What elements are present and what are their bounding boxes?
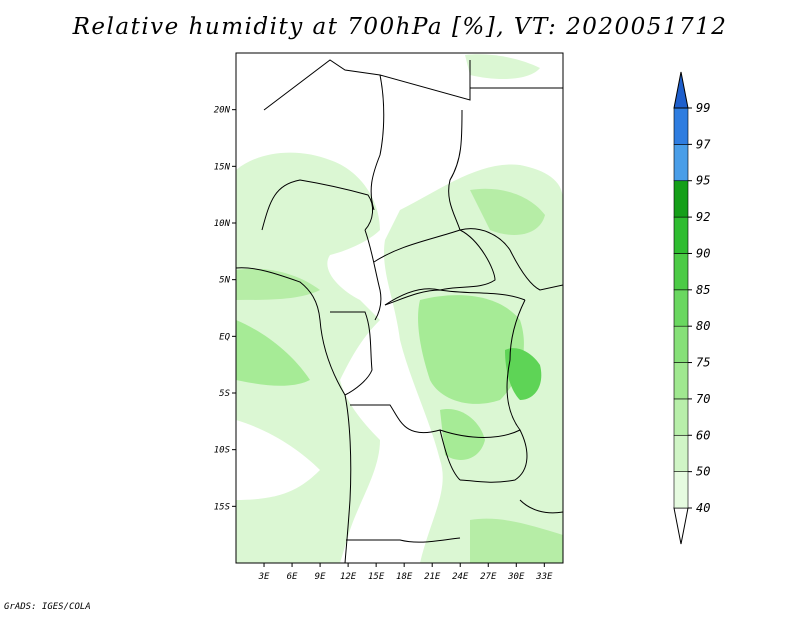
colorbar-segment	[673, 434, 689, 472]
border-angola	[350, 404, 461, 481]
country-borders	[236, 59, 563, 563]
colorbar-label: 40	[696, 501, 710, 515]
colorbar-segment	[673, 362, 689, 400]
humidity-region-gulf	[236, 268, 320, 300]
x-tick-label: 33E	[535, 572, 553, 582]
colorbar-label: 99	[696, 101, 710, 115]
border-drc-east	[506, 299, 526, 431]
humidity-region-se-corner	[470, 518, 563, 563]
y-tick-label: 5S	[219, 389, 230, 399]
humidity-region-lakes	[505, 348, 542, 400]
border-south-east	[519, 499, 563, 514]
x-tick-label: 18E	[396, 572, 413, 582]
credit-label: GrADS: IGES/COLA	[4, 602, 91, 612]
colorbar-label: 80	[696, 319, 710, 333]
colorbar-segment	[673, 107, 689, 145]
border-car	[373, 229, 496, 306]
humidity-region-north-patch	[465, 54, 540, 80]
x-tick-label: 3E	[258, 572, 270, 582]
border-congo	[330, 311, 373, 396]
humidity-field	[236, 54, 563, 563]
colorbar-low-triangle	[673, 507, 689, 545]
humidity-region-south-east	[440, 409, 485, 460]
border-drc-north	[384, 289, 526, 306]
border-south-sudan	[459, 228, 563, 291]
border-namibia	[346, 537, 461, 543]
border-niger-nigeria	[261, 179, 373, 231]
colorbar-segment	[673, 471, 689, 509]
border-zambia	[439, 429, 528, 483]
colorbar-segment	[673, 289, 689, 327]
border-chad-east	[448, 109, 463, 231]
x-tick-label: 9E	[315, 572, 326, 582]
colorbar-high-triangle	[673, 71, 689, 109]
colorbar-segment	[673, 180, 689, 218]
x-tick-label: 21E	[424, 572, 441, 582]
y-tick-label: 10N	[214, 219, 231, 229]
y-tick-label: 5N	[219, 276, 230, 286]
map-frame	[235, 52, 564, 564]
y-tick-label: EQ	[219, 332, 230, 342]
x-tick-label: 6E	[287, 572, 298, 582]
colorbar-label: 90	[696, 246, 710, 260]
x-tick-label: 12E	[340, 572, 357, 582]
colorbar-segment	[673, 216, 689, 254]
colorbar-label: 97	[696, 137, 711, 151]
humidity-region-south-gap	[236, 420, 320, 500]
colorbar-segment	[673, 325, 689, 363]
x-tick-label: 30E	[507, 572, 525, 582]
colorbar-label: 50	[696, 465, 710, 479]
border-sahara	[263, 59, 471, 111]
border-chad-west	[370, 74, 385, 211]
x-tick-label: 15E	[368, 572, 385, 582]
y-tick-label: 15S	[214, 502, 231, 512]
border-cameroon	[364, 229, 382, 321]
y-axis: 20N 15N 10N 5N EQ 5S 10S 15S	[214, 106, 236, 512]
colorbar-label: 70	[696, 392, 710, 406]
coastline	[236, 267, 352, 563]
colorbar-segment	[673, 398, 689, 436]
colorbar-label: 60	[696, 428, 710, 442]
colorbar-label: 85	[696, 283, 710, 297]
colorbar-segment	[673, 144, 689, 182]
x-tick-label: 27E	[480, 572, 497, 582]
y-tick-label: 10S	[214, 446, 231, 456]
x-tick-label: 24E	[452, 572, 469, 582]
y-tick-label: 15N	[214, 162, 231, 172]
colorbar-segment	[673, 253, 689, 291]
colorbar-legend: 40 50 60 70 75 80 85 90 92 95 97 99	[673, 71, 711, 545]
colorbar-label: 95	[696, 174, 710, 188]
colorbar-label: 92	[696, 210, 710, 224]
y-tick-label: 20N	[214, 106, 231, 116]
colorbar-label: 75	[696, 356, 710, 370]
x-axis: 3E 6E 9E 12E 15E 18E 21E 24E 27E 30E 33E	[258, 563, 553, 582]
humidity-region-coast	[236, 320, 310, 386]
map-title: Relative humidity at 700hPa [%], VT: 202…	[72, 14, 728, 40]
humidity-region-basin	[418, 295, 524, 404]
humidity-region-north-east	[470, 188, 545, 235]
